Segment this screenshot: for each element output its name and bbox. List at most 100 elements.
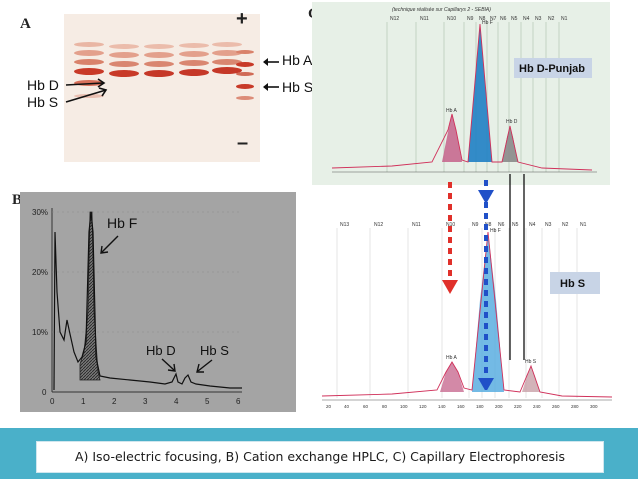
- ce-top-trace: [331, 23, 593, 171]
- ce-bottom-peak-hb-s: [522, 366, 540, 392]
- x-tick-label: 60: [363, 404, 369, 409]
- capillary-electrophoresis-top: (technique réalisée sur Capillarys 2 - S…: [312, 2, 610, 185]
- zone-label: N6: [498, 222, 505, 228]
- y-tick-label: 20%: [32, 268, 48, 277]
- zone-label: N8: [485, 222, 492, 228]
- hplc-trace: [53, 211, 242, 391]
- zone-label: N6: [500, 16, 507, 22]
- x-tick-label: 200: [495, 404, 503, 409]
- x-tick-label: 180: [476, 404, 484, 409]
- x-tick-label: 40: [344, 404, 350, 409]
- ce-top-chart: (technique réalisée sur Capillarys 2 - S…: [331, 7, 597, 173]
- x-tick-label: 300: [590, 404, 598, 409]
- hplc-chromatogram: 30% 20% 10% 0 0 1 2 3 4 5 6 Hb F Hb D Hb…: [32, 208, 242, 406]
- zone-label: N2: [562, 222, 569, 228]
- panel-c-connector-arrows: [442, 174, 525, 390]
- peak-label-hb-d: Hb D: [146, 343, 176, 358]
- x-tick-label: 2: [112, 397, 117, 406]
- figure-caption: A) Iso-electric focusing, B) Cation exch…: [74, 449, 566, 464]
- y-tick-label: 30%: [32, 208, 48, 217]
- zone-label: N5: [511, 16, 518, 22]
- ce-top-peak-hb-f-main: [468, 24, 492, 162]
- label-hb-s-left: Hb S: [27, 94, 59, 110]
- ce-bottom-label-box: [550, 272, 600, 294]
- y-tick-label: 0: [42, 388, 47, 397]
- gel-lane: [109, 14, 139, 162]
- ce-top-header: (technique réalisée sur Capillarys 2 - S…: [392, 7, 491, 13]
- zone-label: N4: [529, 222, 536, 228]
- ce-top-peak-hb-a: [442, 114, 462, 162]
- x-tick-label: 80: [382, 404, 388, 409]
- x-tick-label: 5: [205, 397, 210, 406]
- panel-a-arrows: [65, 58, 279, 103]
- zone-label: N4: [523, 16, 530, 22]
- capillary-electrophoresis-bottom: N13 N12 N11 N10 N9 N8 N6 N5 N4 N3 N2 N1: [312, 200, 626, 422]
- label-hb-s-right: Hb S: [282, 79, 314, 95]
- zone-label: N11: [412, 222, 421, 228]
- x-tick-label: 220: [514, 404, 522, 409]
- ce-bottom-peak-label: Hb F: [490, 228, 501, 234]
- zone-label: N13: [340, 222, 349, 228]
- x-tick-label: 0: [50, 397, 55, 406]
- x-tick-label: 120: [419, 404, 427, 409]
- gel-lane: [179, 14, 209, 162]
- ce-top-peak-hb-d: [502, 126, 518, 162]
- ce-top-label-box: [514, 58, 592, 78]
- ce-top-peak-label: Hb D: [506, 119, 518, 125]
- ce-bottom-peak-label: Hb A: [446, 355, 458, 361]
- x-tick-label: 3: [143, 397, 148, 406]
- arrow-hb-s: [65, 89, 107, 103]
- caption-box: A) Iso-electric focusing, B) Cation exch…: [36, 441, 604, 473]
- x-tick-label: 280: [571, 404, 579, 409]
- zone-label: N2: [548, 16, 555, 22]
- ce-bottom-trace: [321, 231, 613, 398]
- x-tick-label: 20: [326, 404, 332, 409]
- zone-label: N10: [446, 222, 455, 228]
- ce-bottom-peak-hb-a: [440, 362, 464, 392]
- gel-marker-lane: [236, 14, 254, 162]
- zone-label: N12: [374, 222, 383, 228]
- anode-plus-symbol: +: [236, 8, 248, 30]
- zone-label: N1: [580, 222, 587, 228]
- hplc-chromatogram-panel: 30% 20% 10% 0 0 1 2 3 4 5 6 Hb F Hb D Hb…: [20, 192, 296, 412]
- x-tick-label: 6: [236, 397, 241, 406]
- iso-electric-focusing-gel: [64, 14, 260, 162]
- x-tick-label: 260: [552, 404, 560, 409]
- zone-label: N1: [561, 16, 568, 22]
- zone-label: N12: [390, 16, 399, 22]
- zone-label: N11: [420, 16, 429, 22]
- zone-label: N8: [479, 16, 486, 22]
- peak-label-hb-f: Hb F: [107, 215, 137, 231]
- zone-label: N3: [535, 16, 542, 22]
- x-tick-label: 100: [400, 404, 408, 409]
- arrow-hb-s-b: [197, 359, 213, 372]
- panel-b-letter: B: [12, 192, 23, 208]
- label-hb-a-right: Hb A: [282, 52, 313, 68]
- zone-label: N7: [490, 16, 497, 22]
- zone-label: N9: [472, 222, 479, 228]
- x-tick-label: 240: [533, 404, 541, 409]
- zone-label: N3: [545, 222, 552, 228]
- x-tick-label: 4: [174, 397, 179, 406]
- peak-label-hb-s: Hb S: [200, 343, 229, 358]
- panel-a-letter: A: [20, 16, 31, 32]
- arrow-hb-f: [101, 235, 119, 253]
- arrow-hb-d-b: [161, 358, 175, 371]
- ce-bottom-peak-label: Hb S: [525, 359, 537, 365]
- ce-bottom-label: Hb S: [560, 278, 585, 290]
- ce-top-peak-label: Hb A: [446, 108, 458, 114]
- ce-top-label: Hb D-Punjab: [519, 63, 585, 75]
- x-tick-label: 1: [81, 397, 86, 406]
- x-tick-label: 160: [457, 404, 465, 409]
- ce-top-peak-label: Hb F: [482, 20, 493, 26]
- gel-lane: [144, 14, 174, 162]
- y-tick-label: 10%: [32, 328, 48, 337]
- cathode-minus-symbol: –: [237, 132, 249, 154]
- zone-label: N9: [467, 16, 474, 22]
- gel-lane: [212, 14, 242, 162]
- label-hb-d-left: Hb D: [27, 77, 59, 93]
- zone-label: N10: [447, 16, 456, 22]
- zone-label: N5: [512, 222, 519, 228]
- arrow-hb-d: [65, 82, 104, 86]
- x-tick-label: 140: [438, 404, 446, 409]
